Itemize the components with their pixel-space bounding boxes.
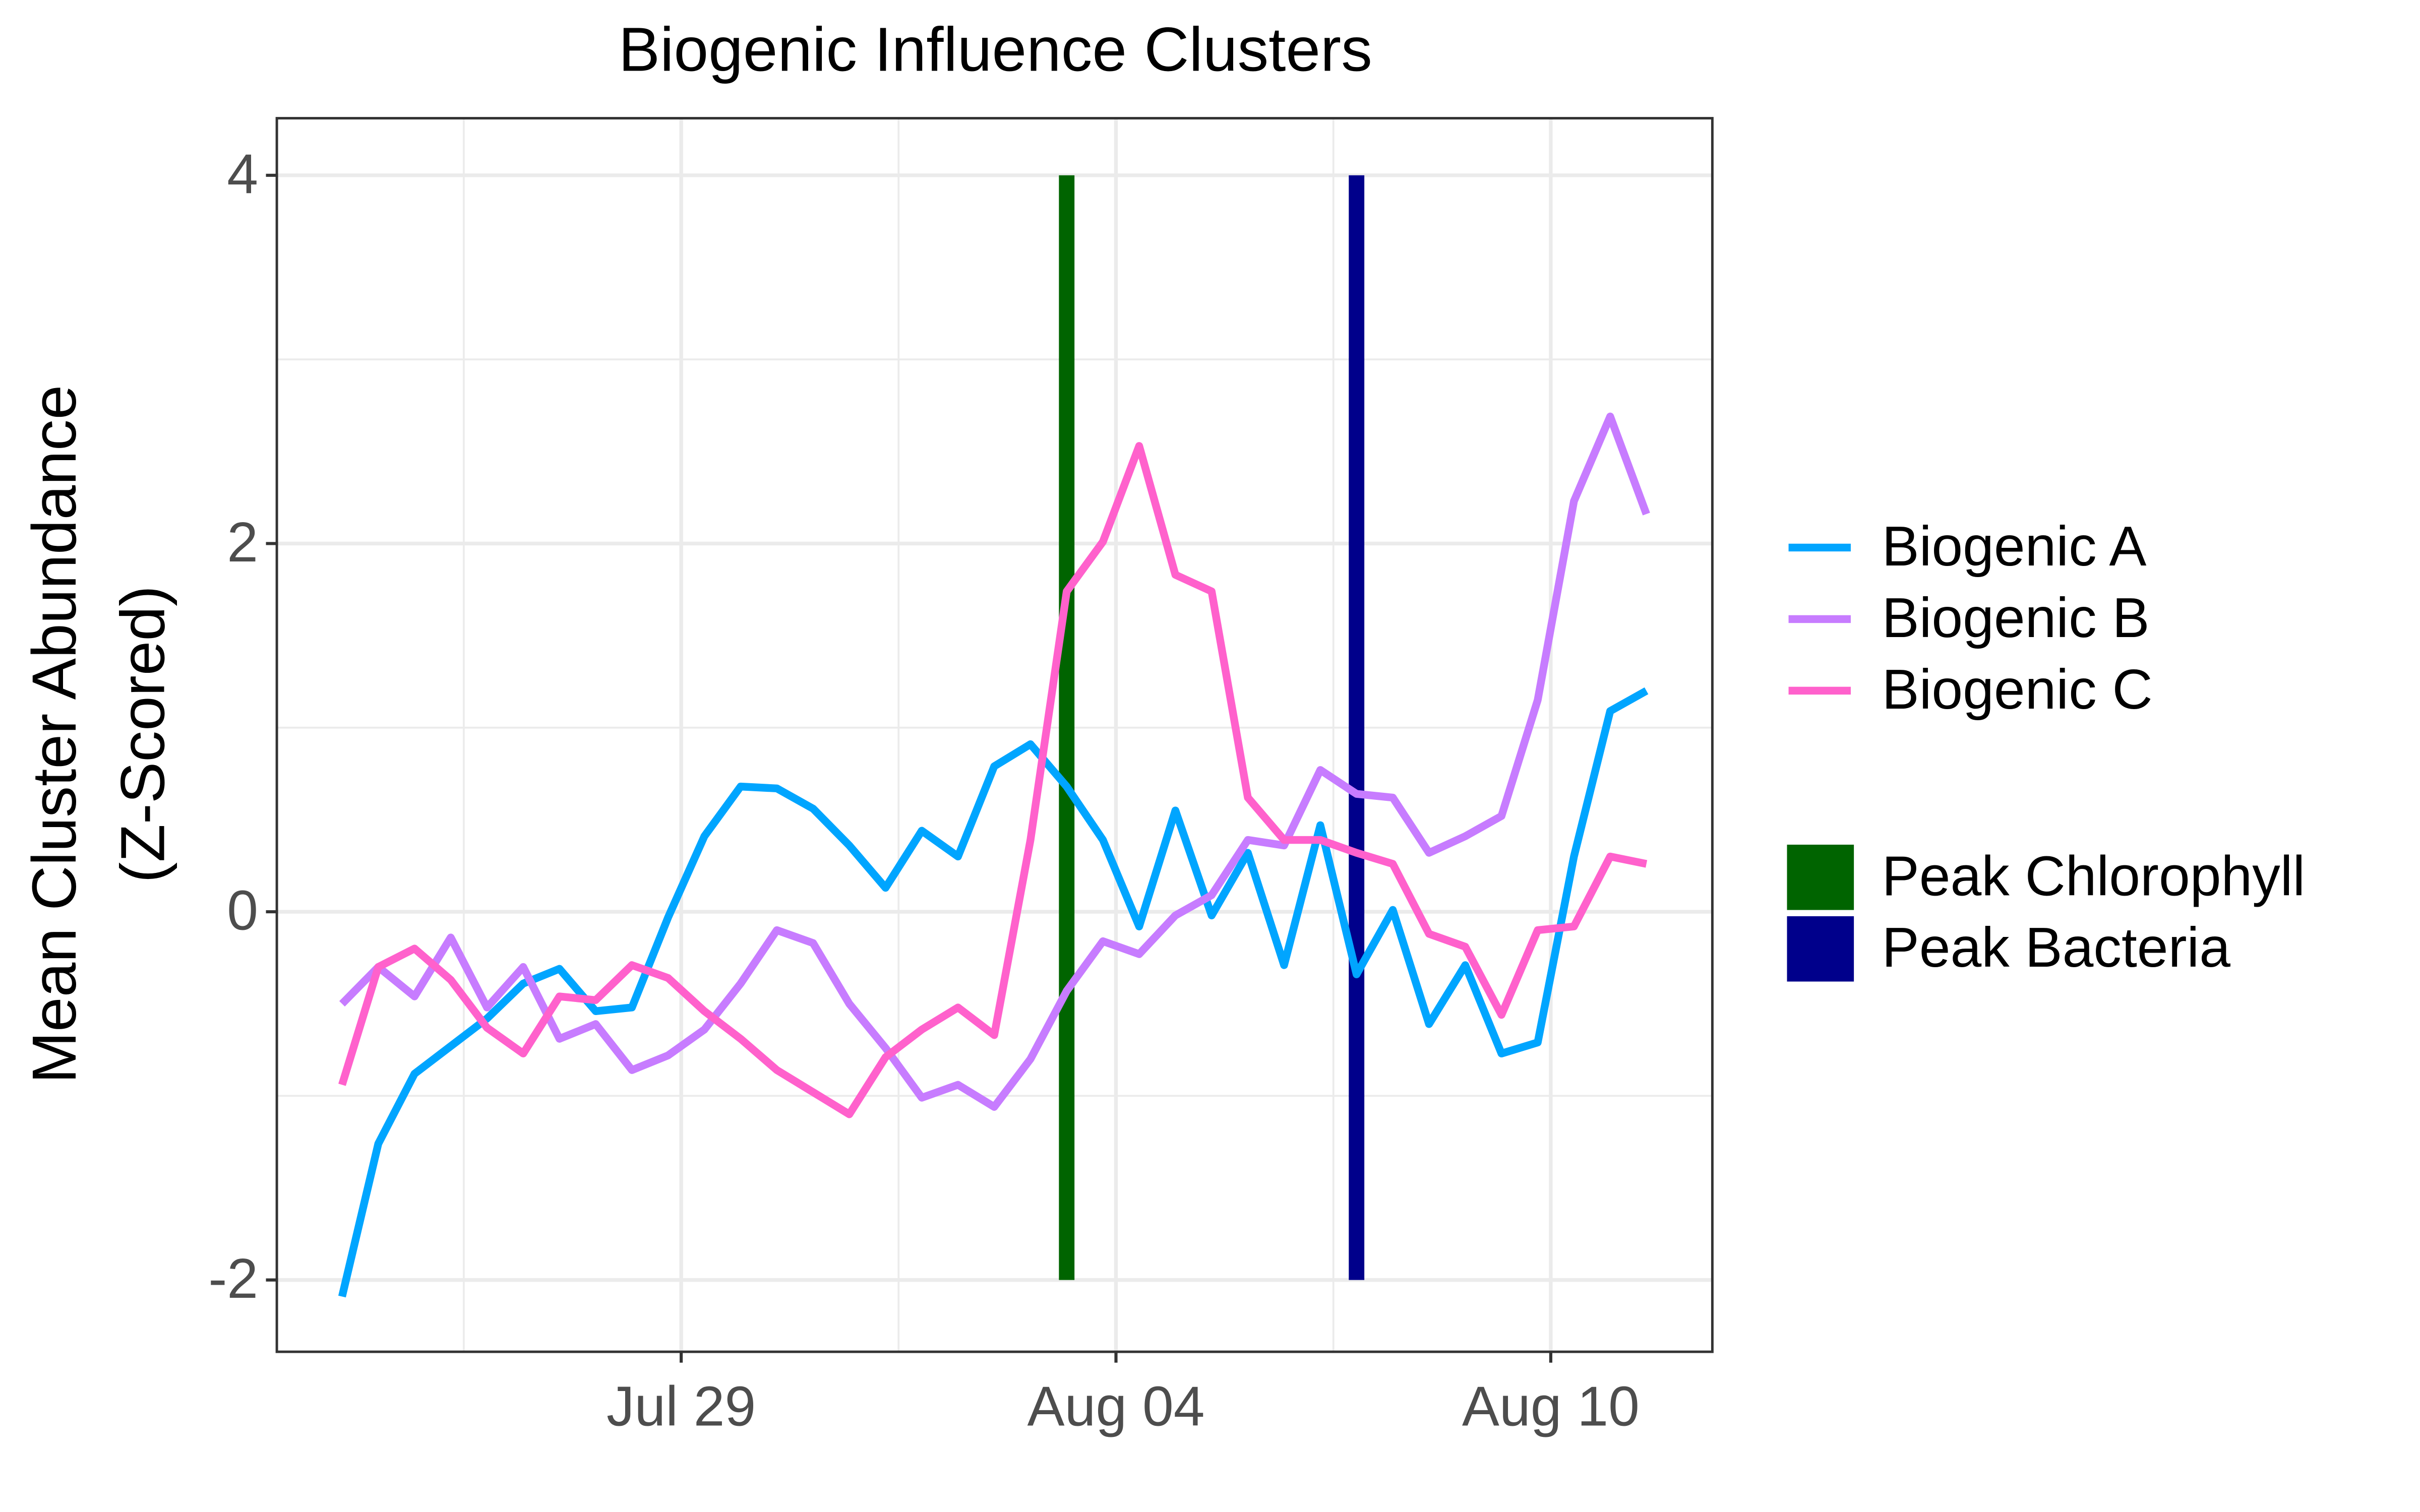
- y-tick-label: -2: [208, 1247, 258, 1310]
- series-line: [338, 687, 1649, 1298]
- chart-title: Biogenic Influence Clusters: [619, 15, 1372, 85]
- series-line: [339, 412, 1650, 1111]
- legend-label: Biogenic B: [1882, 586, 2150, 649]
- y-tick-label: 4: [227, 142, 258, 205]
- legend-label: Biogenic C: [1882, 658, 2153, 721]
- y-tick-label: 2: [227, 511, 258, 574]
- x-tick-label: Jul 29: [607, 1375, 756, 1438]
- series-line: [338, 442, 1648, 1118]
- y-axis-label: Mean Cluster Abundance: [20, 385, 89, 1084]
- plot-border: [275, 117, 1714, 1353]
- legend-key: [1787, 844, 1854, 910]
- x-tick-label: Aug 04: [1027, 1375, 1205, 1438]
- x-tick-label: Aug 10: [1462, 1375, 1640, 1438]
- peak-bar: [1059, 175, 1075, 1280]
- y-axis-label: (Z-Scored): [108, 586, 178, 883]
- legend-label: Peak Bacteria: [1882, 916, 2231, 979]
- peak-bar: [1349, 175, 1365, 1280]
- legend-key: [1787, 916, 1854, 982]
- legend-label: Peak Chlorophyll: [1882, 844, 2305, 907]
- legend-label: Biogenic A: [1882, 515, 2147, 578]
- y-tick-label: 0: [227, 879, 258, 942]
